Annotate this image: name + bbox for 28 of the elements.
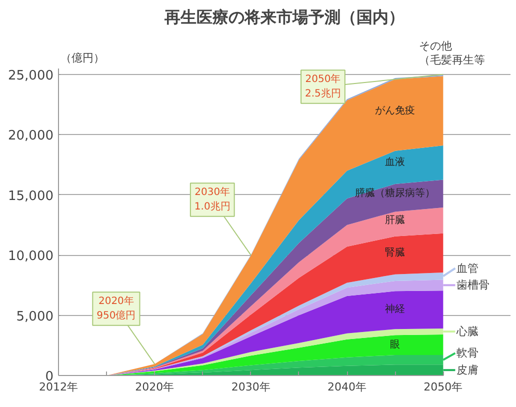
series-label: 眼 [390,339,400,350]
series-label: がん免疫 [375,104,416,116]
y-tick-label: 5,000 [16,309,54,324]
chart-title: 再生医療の将来市場予測（国内） [164,8,404,26]
series-label: その他（毛髪再生等 [419,39,486,67]
x-tick-label: 2050年 [424,380,463,394]
x-tick-label: 2030年 [231,380,270,394]
series-label: 肝臓 [385,214,406,226]
legend-label: 歯槽骨 [456,278,490,292]
y-tick-label: 10,000 [8,249,54,264]
x-tick-label: 2040年 [328,380,367,394]
x-tick-label: 2020年 [135,380,174,394]
annotation: 2020年 950億円 [96,295,136,322]
annotation: 2050年 2.5兆円 [305,73,341,100]
series-label: 膵臓（糖尿病等） [355,187,436,200]
annotation: 2030年 1.0兆円 [194,186,230,212]
series-label: 血管 [456,262,479,275]
legend-label: 心臓 [456,325,479,338]
series-label: 血液 [385,156,406,168]
legend-label: 皮膚 [456,364,479,377]
series-label: 軟骨 [456,346,479,360]
y-axis-title: （億円） [60,51,104,64]
y-tick-label: 15,000 [8,188,54,204]
y-tick-label: 25,000 [8,68,54,84]
series-label: 腎臓 [385,246,406,258]
y-tick-label: 20,000 [8,128,54,144]
series-label: 神経 [385,303,406,316]
x-tick-label: 2012年 [39,380,78,394]
